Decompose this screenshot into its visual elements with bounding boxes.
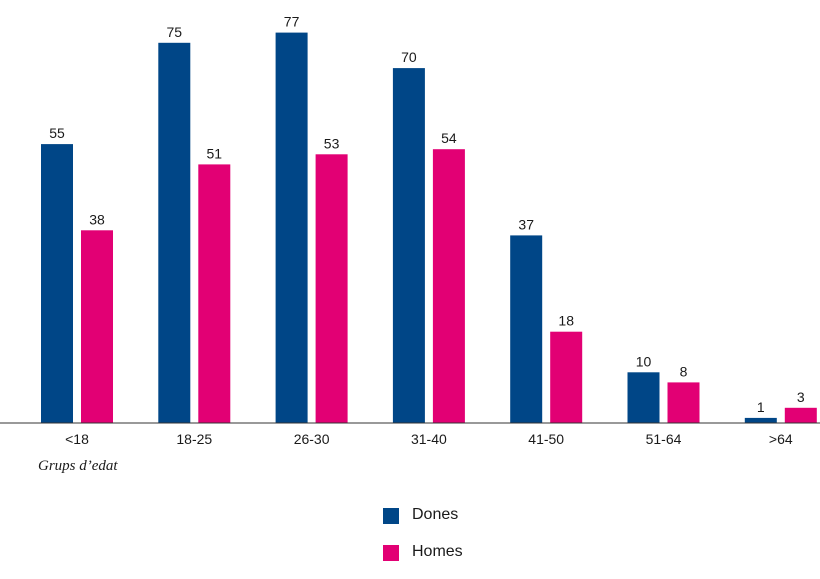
value-label-dones-lt-18: 55	[49, 125, 65, 141]
x-tick-label-gt-64: >64	[769, 431, 793, 447]
legend-swatch-dones	[383, 508, 399, 524]
legend-label-dones: Dones	[412, 506, 459, 523]
value-label-dones-31-40: 70	[401, 49, 417, 65]
bar-homes-lt-18	[81, 230, 113, 423]
bar-homes-41-50	[550, 331, 583, 423]
bar-homes-31-40	[432, 149, 465, 423]
value-label-dones-gt-64: 1	[757, 399, 765, 415]
x-tick-label-26-30: 26-30	[294, 431, 330, 447]
bar-dones-51-64	[627, 372, 660, 423]
legend-label-homes: Homes	[412, 543, 463, 560]
bar-homes-gt-64	[784, 407, 817, 423]
legend-swatch-homes	[383, 545, 399, 561]
value-label-homes-gt-64: 3	[797, 389, 805, 405]
value-label-homes-26-30: 53	[324, 135, 340, 151]
value-label-dones-51-64: 10	[636, 353, 652, 369]
value-labels-layer: 55 75 77 70 37 10 1 38 51 53 54 18 8 3	[49, 14, 805, 415]
x-tick-label-31-40: 31-40	[411, 431, 447, 447]
bar-dones-gt-64	[744, 417, 777, 423]
value-label-dones-41-50: 37	[518, 216, 534, 232]
bar-dones-41-50	[510, 235, 543, 423]
value-label-homes-lt-18: 38	[89, 211, 105, 227]
value-label-dones-26-30: 77	[284, 14, 300, 30]
bar-homes-18-25	[198, 164, 231, 423]
x-tick-label-41-50: 41-50	[528, 431, 564, 447]
bar-dones-lt-18	[41, 144, 73, 423]
bar-dones-18-25	[158, 42, 191, 424]
bar-chart: 55 75 77 70 37 10 1 38 51 53 54 18 8 3 <18 18-25 26-30 3…	[0, 14, 820, 474]
bar-homes-51-64	[667, 382, 700, 423]
value-label-dones-18-25: 75	[167, 24, 183, 40]
x-axis-title: Grups d’edat	[38, 458, 118, 474]
tick-labels-layer: <18 18-25 26-30 31-40 41-50 51-64 >64	[65, 431, 793, 447]
bar-dones-31-40	[392, 68, 425, 423]
value-label-homes-18-25: 51	[207, 145, 223, 161]
x-tick-label-18-25: 18-25	[176, 431, 212, 447]
bar-dones-26-30	[275, 32, 308, 423]
bar-homes-26-30	[315, 154, 348, 424]
bars-layer	[41, 32, 817, 424]
x-tick-label-51-64: 51-64	[646, 431, 682, 447]
x-tick-label-lt-18: <18	[65, 431, 89, 447]
value-label-homes-51-64: 8	[680, 363, 688, 379]
value-label-homes-41-50: 18	[558, 313, 574, 329]
value-label-homes-31-40: 54	[441, 130, 457, 146]
